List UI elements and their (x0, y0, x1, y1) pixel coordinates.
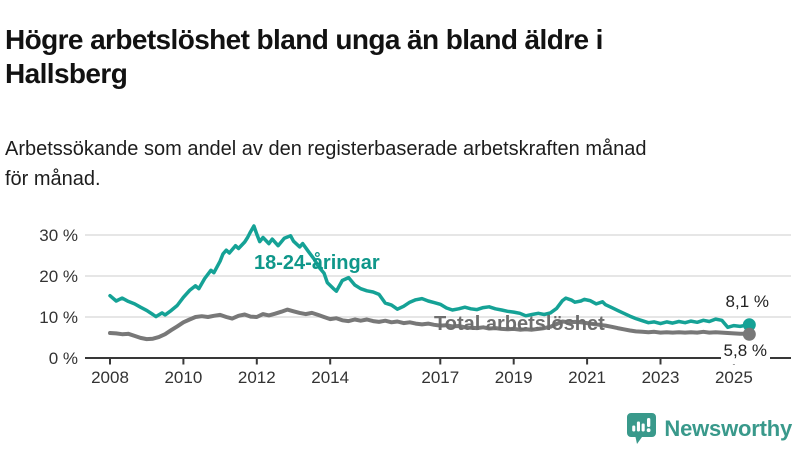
page-title: Högre arbetslöshet bland unga än bland ä… (5, 23, 785, 91)
data-series-lines (108, 224, 752, 342)
y-axis-tick-label: 30 % (39, 226, 78, 245)
x-axis-tick-label: 2008 (91, 368, 129, 387)
y-axis-tick-label: 10 % (39, 308, 78, 327)
brand-name: Newsworthy (664, 415, 792, 441)
x-axis-tick-label: 2019 (494, 368, 533, 387)
x-axis-tick-label: 2021 (568, 368, 606, 387)
subtitle-line-1: Arbetssökande som andel av den registerb… (5, 138, 647, 160)
chart-subtitle: Arbetssökande som andel av den registerb… (5, 134, 785, 194)
end-value-label-total: 5,8 % (720, 341, 770, 364)
x-axis (85, 357, 791, 365)
newsworthy-logo-icon (627, 413, 657, 444)
end-value-label-young: 8,1 % (722, 292, 772, 315)
x-axis-tick-label: 2023 (641, 368, 680, 387)
x-axis-tick-label: 2025 (714, 368, 753, 387)
title-line-2: Hallsberg (5, 57, 128, 89)
x-axis-tick-label: 2010 (164, 368, 203, 387)
x-axis-tick-label: 2012 (237, 368, 276, 387)
subtitle-line-2: för månad. (5, 168, 101, 190)
series-label-total: Total arbetslöshet (434, 313, 605, 335)
x-axis-tick-label: 2017 (421, 368, 460, 387)
series-end-dots (742, 318, 756, 341)
series-label-young: 18-24-åringar (254, 252, 380, 274)
title-line-1: Högre arbetslöshet bland unga än bland ä… (5, 23, 603, 55)
y-axis-tick-label: 20 % (39, 267, 78, 286)
y-axis-tick-label: 0 % (48, 349, 78, 368)
newsworthy-branding: Newsworthy (626, 412, 792, 445)
x-axis-tick-label: 2014 (311, 368, 350, 387)
